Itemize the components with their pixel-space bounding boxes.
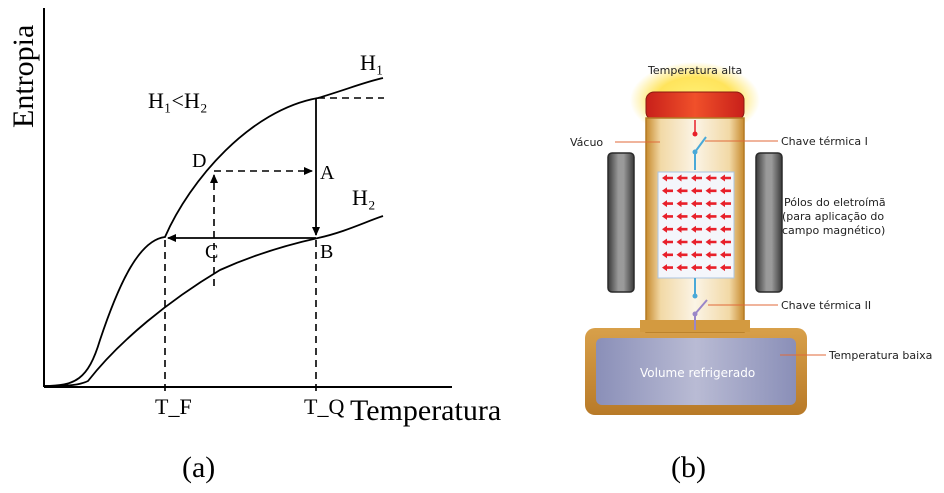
label-hot: Temperatura alta <box>647 64 742 77</box>
label-switch-1: Chave térmica I <box>781 135 868 148</box>
point-a-label: A <box>320 162 335 184</box>
moment-arrow <box>691 174 702 182</box>
moment-arrow <box>720 212 731 220</box>
panel-b: Temperatura alta Volume refrigerado <box>570 62 932 484</box>
moment-arrow <box>676 238 688 246</box>
curve-h2 <box>43 215 384 387</box>
moment-arrow <box>676 200 688 208</box>
moment-arrow <box>662 212 673 220</box>
switch-1-arm <box>694 136 707 153</box>
caption-a: (a) <box>182 451 215 484</box>
moment-arrow <box>720 264 731 272</box>
moment-arrow <box>676 251 688 259</box>
hot-source <box>645 91 745 121</box>
moment-arrow <box>662 187 673 195</box>
moment-arrow <box>720 225 731 233</box>
moment-arrow <box>705 238 717 246</box>
label-vacuum: Vácuo <box>570 136 603 149</box>
switch-1-bottom-node <box>692 149 698 155</box>
moment-arrow <box>705 251 717 259</box>
moment-arrow <box>676 174 688 182</box>
label-cold: Temperatura baixa <box>828 349 932 362</box>
moment-arrow <box>705 200 717 208</box>
moment-arrow <box>720 174 731 182</box>
curve-h1-label: H₁ <box>360 50 384 75</box>
moment-arrow <box>720 251 731 259</box>
point-d-label: D <box>192 150 206 172</box>
point-b-label: B <box>320 241 333 263</box>
switch-2-arm <box>694 299 708 315</box>
label-poles-line1: Pólos do eletroímã <box>784 196 886 209</box>
point-c-label: C <box>205 241 218 263</box>
tick-tf-text: T_F <box>155 394 192 419</box>
moment-arrow <box>691 212 702 220</box>
y-axis-label: Entropia <box>7 25 40 128</box>
label-poles-line3: campo magnético) <box>782 224 885 237</box>
magnetic-moments <box>662 174 731 272</box>
tick-tq-label: T_Q <box>304 394 344 419</box>
moment-arrow <box>720 187 731 195</box>
moment-arrow <box>691 187 702 195</box>
label-switch-2: Chave térmica II <box>781 299 871 312</box>
caption-b: (b) <box>671 451 706 484</box>
switch-2-bottom-node <box>692 311 698 317</box>
condition-label: H₁<H₂ <box>148 88 208 113</box>
moment-arrow <box>676 225 688 233</box>
moment-arrow <box>691 251 702 259</box>
magnet-pole-right <box>755 152 783 293</box>
tick-tf-label: T_F <box>155 394 192 419</box>
label-volume: Volume refrigerado <box>640 366 755 380</box>
moment-arrow <box>705 187 717 195</box>
moment-arrow <box>720 200 731 208</box>
moment-arrow <box>662 174 673 182</box>
moment-arrow <box>705 174 717 182</box>
label-poles-line2: (para aplicação do <box>782 210 884 223</box>
condition-text: H₁<H₂ <box>148 88 208 113</box>
moment-arrow <box>705 225 717 233</box>
panel-a: Entropia Temperatura H₁<H₂ H₁ H₂ A B C D… <box>7 8 501 484</box>
curve-h2-label: H₂ <box>352 185 376 210</box>
switch-2-top-node <box>692 293 698 299</box>
tick-tq-text: T_Q <box>304 394 344 419</box>
moment-arrow <box>705 264 717 272</box>
moment-arrow <box>705 212 717 220</box>
x-axis-label: Temperatura <box>350 394 501 427</box>
moment-arrow <box>676 187 688 195</box>
switch-1-top-node <box>692 131 698 137</box>
moment-arrow <box>691 225 702 233</box>
moment-arrow <box>662 238 673 246</box>
moment-arrow <box>691 238 702 246</box>
magnet-pole-left <box>607 152 635 293</box>
moment-arrow <box>691 264 702 272</box>
moment-arrow <box>676 264 688 272</box>
moment-arrow <box>720 238 731 246</box>
moment-arrow <box>662 251 673 259</box>
moment-arrow <box>662 225 673 233</box>
refrigerated-volume <box>596 338 796 405</box>
moment-arrow <box>691 200 702 208</box>
curve-h1 <box>43 77 384 387</box>
moment-arrow <box>662 264 673 272</box>
moment-arrow <box>662 200 673 208</box>
moment-arrow <box>676 212 688 220</box>
